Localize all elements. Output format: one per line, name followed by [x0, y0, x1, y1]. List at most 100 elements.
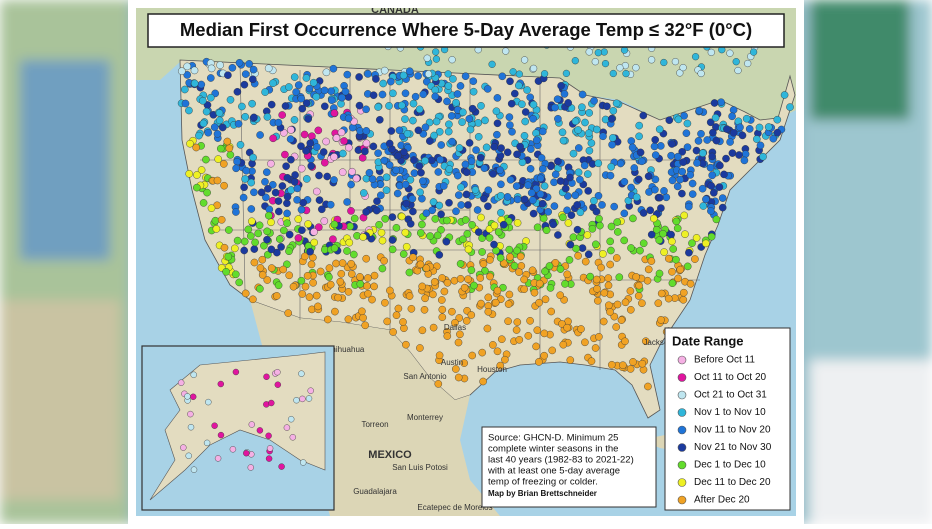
- station-dot: [503, 148, 512, 157]
- station-dot: [383, 317, 392, 326]
- station-dot: [232, 208, 240, 216]
- station-dot: [688, 239, 696, 247]
- station-dot: [715, 183, 724, 191]
- station-dot: [283, 260, 291, 269]
- station-dot: [558, 128, 567, 137]
- station-dot: [297, 276, 306, 285]
- station-dot: [676, 175, 684, 184]
- station-dot: [410, 169, 419, 177]
- station-dot: [509, 68, 517, 76]
- station-dot: [405, 268, 414, 277]
- station-dot: [467, 266, 476, 275]
- station-dot: [577, 325, 585, 333]
- station-dot: [735, 151, 743, 159]
- place-label: Chihuahua: [326, 345, 365, 354]
- station-dot: [380, 256, 388, 265]
- station-dot: [393, 189, 402, 198]
- station-dot: [283, 209, 291, 218]
- station-dot: [448, 56, 456, 64]
- station-dot: [513, 195, 522, 204]
- station-dot: [457, 183, 465, 192]
- station-dot: [302, 74, 311, 82]
- station-dot: [669, 245, 678, 253]
- station-dot: [359, 233, 367, 241]
- station-dot: [484, 293, 493, 302]
- station-dot: [278, 111, 287, 119]
- station-dot: [685, 202, 693, 211]
- station-dot: [597, 263, 605, 272]
- station-dot: [722, 154, 730, 163]
- station-dot: [456, 259, 465, 268]
- station-dot: [676, 265, 685, 274]
- station-dot: [562, 69, 571, 78]
- station-dot: [224, 226, 233, 234]
- station-dot: [497, 180, 505, 189]
- station-dot: [418, 194, 426, 203]
- station-dot: [598, 201, 606, 209]
- station-dot: [496, 191, 505, 200]
- station-dot: [438, 313, 447, 322]
- station-dot: [504, 300, 513, 308]
- station-dot: [217, 215, 226, 224]
- station-dot: [756, 141, 765, 150]
- station-dot: [363, 282, 371, 290]
- station-dot: [409, 116, 417, 125]
- station-dot: [729, 106, 738, 114]
- station-dot: [686, 171, 695, 179]
- station-dot: [338, 168, 347, 176]
- station-dot: [422, 264, 431, 273]
- station-dot: [320, 86, 329, 95]
- station-dot: [477, 102, 485, 110]
- station-dot: [248, 99, 256, 108]
- station-dot: [513, 246, 521, 255]
- station-dot: [251, 238, 259, 247]
- station-dot: [488, 60, 496, 68]
- station-dot: [256, 264, 265, 272]
- station-dot: [638, 299, 646, 308]
- station-dot: [245, 60, 253, 68]
- station-dot: [468, 221, 476, 229]
- station-dot: [202, 107, 211, 116]
- station-dot: [224, 252, 233, 261]
- station-dot: [599, 317, 608, 326]
- station-dot: [416, 344, 424, 352]
- station-dot: [429, 198, 438, 206]
- station-dot: [521, 117, 530, 126]
- station-dot: [322, 137, 330, 146]
- station-dot: [632, 273, 640, 281]
- station-dot: [590, 97, 598, 105]
- station-dot: [559, 340, 568, 349]
- station-dot: [657, 289, 666, 298]
- station-dot: [347, 180, 355, 189]
- station-dot: [672, 217, 681, 226]
- station-dot: [285, 247, 293, 255]
- station-dot: [329, 235, 337, 243]
- station-dot: [417, 168, 425, 177]
- station-dot: [560, 90, 569, 98]
- station-dot: [566, 356, 575, 364]
- station-dot: [395, 126, 404, 135]
- station-dot: [233, 236, 242, 245]
- legend-label: Nov 21 to Nov 30: [694, 442, 772, 453]
- station-dot: [657, 316, 665, 324]
- station-dot: [214, 455, 222, 462]
- station-dot: [294, 215, 303, 223]
- station-dot: [220, 181, 228, 190]
- station-dot: [288, 416, 295, 423]
- station-dot: [462, 190, 471, 199]
- station-dot: [695, 106, 704, 115]
- station-dot: [185, 169, 193, 178]
- station-dot: [665, 254, 673, 263]
- station-dot: [477, 299, 485, 308]
- station-dot: [668, 140, 676, 148]
- station-dot: [636, 148, 645, 157]
- station-dot: [392, 311, 401, 320]
- station-dot: [521, 108, 530, 116]
- station-dot: [654, 299, 663, 308]
- station-dot: [263, 373, 270, 380]
- station-dot: [710, 99, 719, 107]
- legend-marker: [677, 425, 687, 435]
- station-dot: [729, 128, 738, 137]
- station-dot: [674, 152, 682, 161]
- station-dot: [474, 119, 483, 127]
